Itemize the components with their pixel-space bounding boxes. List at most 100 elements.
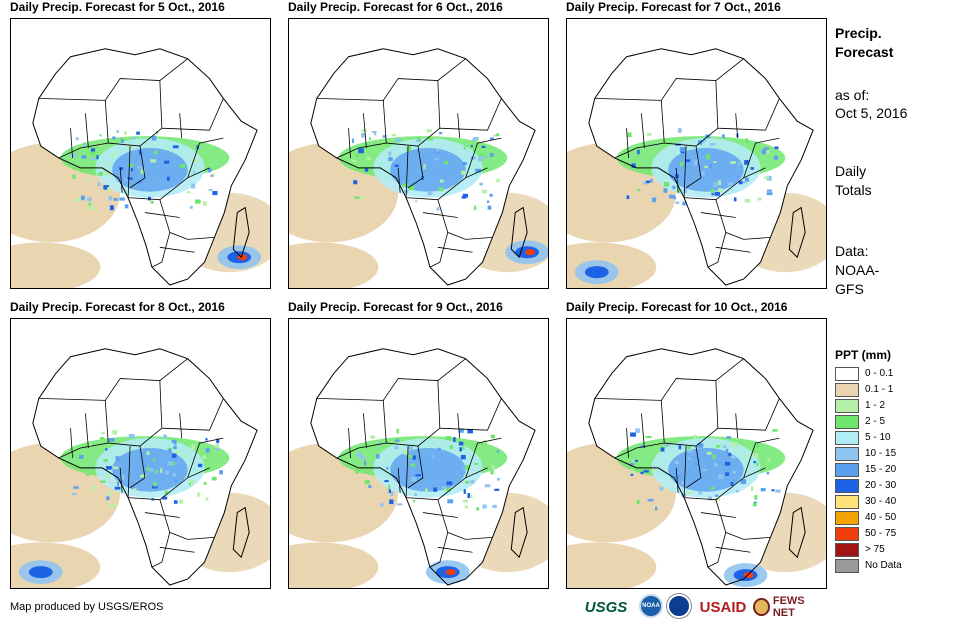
rain-speckle xyxy=(361,129,367,132)
rain-speckle xyxy=(427,137,433,141)
country-border xyxy=(348,128,351,158)
rain-speckle xyxy=(103,185,110,190)
asof-label: as of: xyxy=(835,87,870,103)
map-panel-oct-5: Daily Precip. Forecast for 5 Oct., 2016 xyxy=(10,0,272,290)
rain-speckle xyxy=(479,153,484,156)
country-border xyxy=(397,167,401,193)
rain-speckle xyxy=(191,159,198,163)
noaa-logo: NOAA xyxy=(639,594,663,618)
rain-speckle xyxy=(202,201,207,206)
rain-speckle xyxy=(687,449,693,453)
rain-speckle xyxy=(119,167,124,171)
storm-core xyxy=(525,249,536,256)
rain-speckle xyxy=(113,198,118,201)
usgs-logo: USGS xyxy=(577,594,635,620)
rain-speckle xyxy=(698,491,702,495)
legend-swatch xyxy=(835,399,859,413)
rain-speckle xyxy=(205,438,208,441)
rain-speckle xyxy=(694,462,697,466)
country-border xyxy=(743,437,780,478)
rain-speckle xyxy=(710,189,715,194)
rain-speckle xyxy=(679,147,686,152)
country-border xyxy=(664,127,719,147)
rain-speckle xyxy=(684,159,691,163)
map-svg xyxy=(11,348,270,588)
rain-speckle xyxy=(195,199,201,204)
rain-speckle xyxy=(647,132,652,137)
legend-label: No Data xyxy=(865,560,902,571)
rain-speckle xyxy=(207,168,212,173)
legend-label: 1 - 2 xyxy=(865,400,886,411)
rain-speckle xyxy=(713,463,718,467)
country-border xyxy=(457,113,461,139)
map-panel-oct-7: Daily Precip. Forecast for 7 Oct., 2016 xyxy=(566,0,828,290)
rain-speckle xyxy=(464,505,469,509)
rain-speckle xyxy=(216,438,220,444)
ocean-light-rain xyxy=(289,242,379,288)
rain-speckle xyxy=(124,178,130,182)
country-border xyxy=(129,145,146,189)
rain-speckle xyxy=(463,146,466,150)
coastline xyxy=(588,348,814,586)
rain-speckle xyxy=(160,468,163,473)
rain-speckle xyxy=(361,195,365,200)
country-border xyxy=(422,512,458,518)
rain-speckle xyxy=(391,133,397,137)
rain-speckle xyxy=(212,191,218,196)
rain-speckle xyxy=(394,439,400,442)
country-border xyxy=(715,246,751,253)
legend-label: 15 - 20 xyxy=(865,464,897,475)
rain-speckle xyxy=(474,463,479,466)
rain-speckle xyxy=(113,466,119,470)
rain-speckle xyxy=(753,460,756,464)
rain-speckle xyxy=(687,446,691,450)
rain-speckle xyxy=(461,161,467,166)
rain-speckle xyxy=(155,469,159,474)
rain-speckle xyxy=(645,435,652,439)
rain-speckle xyxy=(115,456,120,462)
rain-speckle xyxy=(744,177,749,182)
rain-speckle xyxy=(703,138,706,143)
rain-speckle xyxy=(459,447,462,452)
rain-speckle xyxy=(453,437,456,442)
rain-speckle xyxy=(114,486,121,490)
rain-speckle xyxy=(386,467,389,470)
rain-speckle xyxy=(433,487,438,492)
map-panel-oct-6: Daily Precip. Forecast for 6 Oct., 2016 xyxy=(288,0,550,290)
rain-speckle xyxy=(744,160,749,165)
legend-label: 0 - 0.1 xyxy=(865,368,894,379)
rain-speckle xyxy=(630,432,636,437)
rain-speckle xyxy=(130,168,134,172)
country-border xyxy=(437,80,502,131)
rain-speckle xyxy=(724,461,731,466)
rain-speckle xyxy=(493,134,498,137)
rain-speckle xyxy=(467,493,471,499)
rain-speckle xyxy=(718,474,724,479)
country-border xyxy=(465,137,502,178)
country-border xyxy=(363,413,367,449)
rain-speckle xyxy=(489,193,493,197)
map-svg xyxy=(289,48,548,288)
asof-date: Oct 5, 2016 xyxy=(835,105,908,121)
legend-swatch xyxy=(835,463,859,477)
rain-speckle xyxy=(640,471,644,475)
rain-speckle xyxy=(636,499,640,505)
rain-speckle xyxy=(763,147,770,152)
storm-system xyxy=(28,566,53,579)
ocean-light-rain xyxy=(567,542,657,588)
rain-speckle xyxy=(128,163,134,167)
country-border xyxy=(429,232,449,268)
rain-speckle xyxy=(86,178,89,182)
rain-speckle xyxy=(722,134,725,138)
rain-speckle xyxy=(760,488,766,492)
coastline xyxy=(32,348,258,586)
rain-speckle xyxy=(363,460,367,466)
rain-speckle xyxy=(650,178,653,183)
country-border xyxy=(707,232,727,268)
rain-speckle xyxy=(408,185,415,191)
totals-line1: Daily xyxy=(835,163,867,179)
rain-speckle xyxy=(197,463,203,468)
rain-speckle xyxy=(136,131,140,135)
rain-speckle xyxy=(631,163,636,168)
rain-speckle xyxy=(396,503,403,506)
